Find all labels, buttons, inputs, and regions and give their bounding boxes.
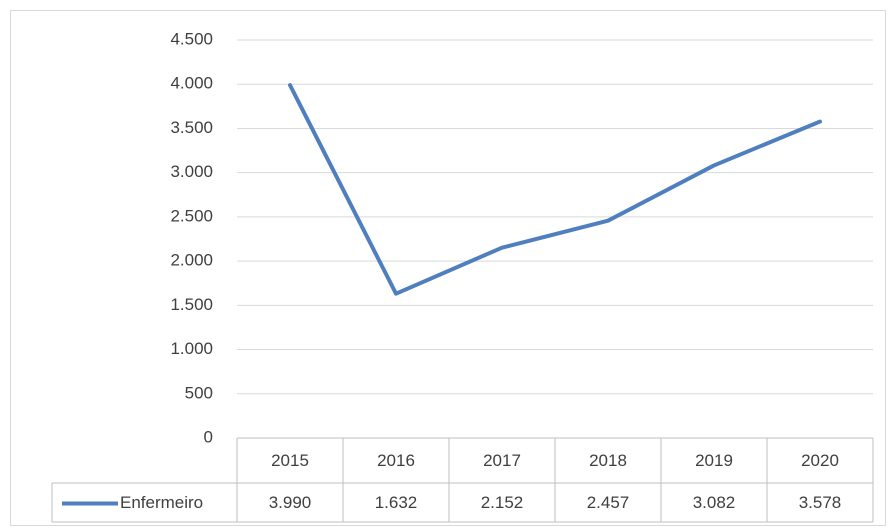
x-tick-label: 2016 — [377, 451, 415, 470]
y-tick-label: 1.000 — [170, 339, 213, 358]
data-table-value: 3.578 — [799, 493, 842, 512]
data-table-value: 2.457 — [587, 493, 630, 512]
x-tick-label: 2017 — [483, 451, 521, 470]
y-tick-label: 4.500 — [170, 29, 213, 48]
x-tick-label: 2020 — [801, 451, 839, 470]
x-tick-label: 2019 — [695, 451, 733, 470]
y-tick-label: 4.000 — [170, 74, 213, 93]
y-tick-label: 1.500 — [170, 295, 213, 314]
data-table-value: 1.632 — [375, 493, 418, 512]
chart-border — [10, 10, 886, 526]
y-tick-label: 500 — [185, 383, 213, 402]
y-tick-label: 0 — [204, 427, 213, 446]
data-table-value: 2.152 — [481, 493, 524, 512]
series-line — [288, 83, 822, 296]
data-table-value: 3.082 — [693, 493, 736, 512]
y-tick-label: 3.000 — [170, 162, 213, 181]
x-tick-label: 2018 — [589, 451, 627, 470]
y-tick-label: 3.500 — [170, 118, 213, 137]
data-table-value: 3.990 — [269, 493, 312, 512]
y-tick-label: 2.500 — [170, 206, 213, 225]
x-tick-label: 2015 — [271, 451, 309, 470]
y-tick-label: 2.000 — [170, 251, 213, 270]
legend-label: Enfermeiro — [120, 493, 203, 512]
